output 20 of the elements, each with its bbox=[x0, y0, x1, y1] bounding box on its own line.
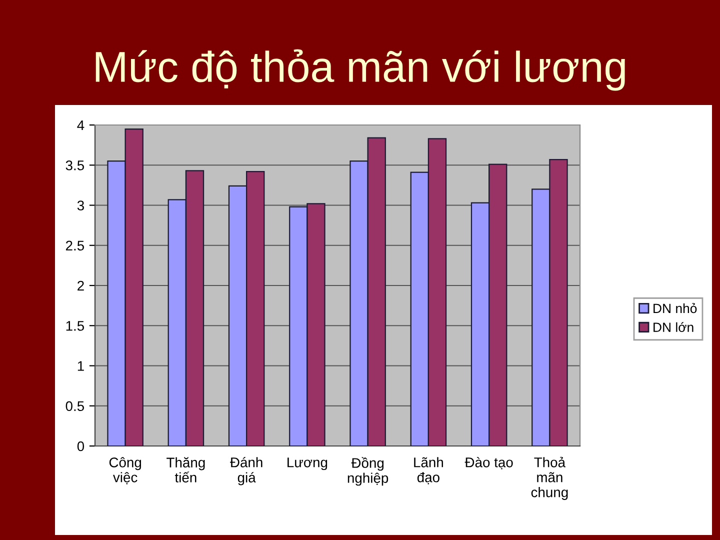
y-tick-label: 4 bbox=[77, 120, 84, 130]
x-tick-label: Thăng tiến bbox=[166, 457, 205, 482]
y-tick-label: 3.5 bbox=[66, 160, 84, 170]
y-tick-label: 0.5 bbox=[66, 401, 84, 412]
y-tick-label: 2.5 bbox=[66, 240, 84, 251]
x-tick-label: Công việc bbox=[109, 457, 142, 484]
x-tick-label: Thoả mãn chung bbox=[531, 456, 568, 500]
x-tick-label: Đồng nghiệp bbox=[348, 457, 388, 486]
y-tick-label: 1 bbox=[78, 361, 84, 371]
y-tick-label: 2 bbox=[78, 280, 84, 291]
y-tick-label: 3 bbox=[77, 200, 84, 210]
y-tick-label: 0 bbox=[77, 441, 84, 452]
x-tick-label: Đào tạo bbox=[464, 456, 513, 470]
x-tick-label: Đánh giá bbox=[230, 456, 262, 486]
legend-label: DN lớn bbox=[654, 322, 694, 332]
chart-title: Mức độ thỏa mãn với lương bbox=[96, 49, 625, 91]
legend-label: DN nhỏ bbox=[654, 302, 697, 314]
y-tick-label: 1.5 bbox=[66, 321, 84, 331]
x-tick-label: Lãnh đạo bbox=[414, 457, 443, 484]
x-tick-label: Lương bbox=[288, 458, 328, 470]
